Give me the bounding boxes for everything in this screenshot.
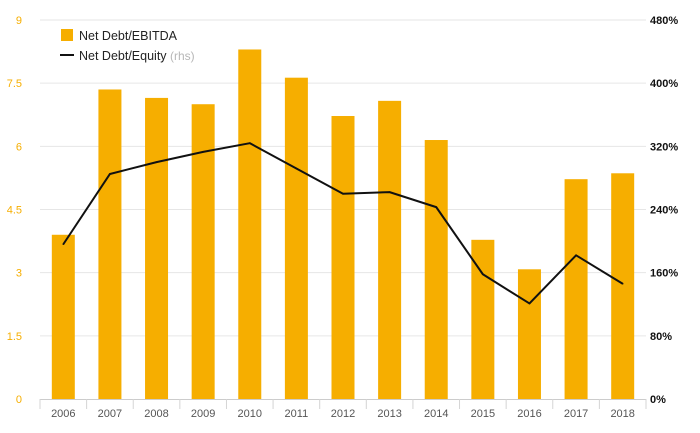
- x-tick-label: 2017: [564, 408, 588, 420]
- axes: 0 0% 1.5 80% 3 160% 4.5 240% 6 320% 7.5 400% 9 480% 20…: [7, 15, 679, 420]
- line-point-2017: [575, 254, 577, 257]
- y-left-tick-label: 3: [16, 268, 22, 280]
- x-tick-label: 2014: [424, 408, 448, 420]
- line-point-2014: [435, 206, 438, 208]
- y-right-tick-label: 160%: [650, 268, 678, 280]
- bar-series: [51, 49, 635, 400]
- x-tick-label: 2018: [610, 408, 634, 420]
- y-right-tick-label: 0%: [650, 394, 666, 406]
- x-tick-label: 2013: [377, 408, 401, 420]
- line-point-2016: [528, 302, 531, 305]
- x-tick-label: 2010: [238, 408, 262, 420]
- bar-2006: [51, 234, 75, 399]
- x-tick-label: 2007: [98, 408, 122, 420]
- x-tick-label: 2016: [517, 408, 541, 420]
- bar-2015: [471, 239, 495, 399]
- y-left-tick-label: 0: [16, 394, 22, 406]
- line-series: [62, 142, 624, 305]
- bar-2013: [378, 100, 402, 399]
- x-tick-label: 2006: [51, 408, 75, 420]
- bar-2014: [424, 140, 448, 399]
- x-tick-label: 2009: [191, 408, 215, 420]
- line-point-2013: [388, 191, 391, 193]
- bar-2018: [611, 173, 635, 399]
- bar-2010: [238, 49, 262, 399]
- y-right-tick-label: 320%: [650, 141, 678, 153]
- legend: Net Debt/EBITDA Net Debt/Equity (rhs): [60, 29, 195, 63]
- line-point-2011: [295, 167, 298, 170]
- bar-2009: [191, 104, 215, 399]
- bar-2008: [145, 97, 169, 400]
- y-right-tick-label: 80%: [650, 331, 672, 343]
- y-right-tick-label: 240%: [650, 205, 678, 217]
- y-left-tick-label: 7.5: [7, 78, 22, 90]
- y-left-tick-label: 1.5: [7, 331, 22, 343]
- line-point-2007: [109, 173, 111, 175]
- bar-2007: [98, 89, 122, 399]
- x-tick-label: 2011: [285, 408, 309, 420]
- x-tick-label: 2012: [331, 408, 355, 420]
- line-point-2018: [621, 282, 624, 285]
- line-point-2008: [155, 161, 158, 163]
- legend-note-rhs: (rhs): [170, 49, 195, 63]
- x-tick-label: 2015: [471, 408, 495, 420]
- line-point-2015: [482, 273, 484, 276]
- bar-2016: [517, 269, 541, 399]
- y-right-tick-label: 400%: [650, 78, 678, 90]
- bar-2011: [284, 77, 308, 399]
- legend-swatch-bar: [61, 29, 73, 41]
- legend-label-bar: Net Debt/EBITDA: [79, 29, 178, 43]
- y-left-tick-label: 4.5: [7, 205, 22, 217]
- line-point-2006: [62, 243, 65, 246]
- line-point-2009: [202, 151, 204, 153]
- line-point-2010: [248, 142, 251, 144]
- y-left-tick-label: 9: [16, 15, 22, 27]
- bar-2012: [331, 116, 355, 399]
- y-left-tick-label: 6: [16, 141, 22, 153]
- y-right-tick-label: 480%: [650, 15, 678, 27]
- bar-2017: [564, 179, 588, 399]
- legend-label-line: Net Debt/Equity (rhs): [79, 49, 195, 63]
- line-point-2012: [342, 192, 344, 195]
- x-tick-label: 2008: [144, 408, 168, 420]
